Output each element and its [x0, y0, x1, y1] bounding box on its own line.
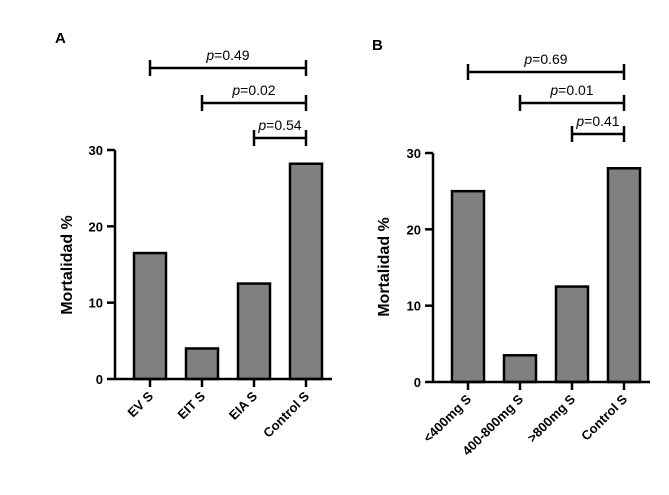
x-categories: EV S EIT S EIA S Control S — [125, 379, 312, 440]
p-symbol: p — [575, 113, 584, 129]
p-symbol: p — [205, 47, 214, 63]
bar — [132, 251, 168, 381]
p-value: =0.41 — [584, 113, 620, 129]
bar — [450, 189, 486, 384]
y-ticks: 0 10 20 30 — [407, 146, 433, 390]
bar — [184, 347, 220, 381]
y-tick-label: 10 — [89, 296, 103, 311]
y-tick-label: 0 — [96, 372, 103, 387]
significance-brackets: p=0.69p=0.01p=0.41 — [466, 51, 626, 142]
p-value: =0.01 — [558, 82, 594, 98]
p-symbol: p — [523, 51, 532, 67]
y-tick-label: 10 — [407, 299, 421, 314]
p-value: =0.02 — [240, 82, 276, 98]
bars — [450, 167, 642, 384]
p-value-label: p=0.54 — [257, 117, 301, 133]
y-tick-label: 20 — [89, 219, 103, 234]
p-symbol: p — [257, 117, 266, 133]
p-value-label: p=0.41 — [575, 113, 619, 129]
panel-letter: A — [55, 30, 66, 47]
x-tick-label: EIA S — [226, 388, 261, 423]
p-symbol: p — [231, 82, 240, 98]
x-tick-label: EV S — [125, 388, 157, 420]
x-tick-label: Control S — [578, 391, 630, 443]
x-tick-label: Control S — [260, 388, 312, 440]
y-tick-label: 0 — [414, 375, 421, 390]
p-value: =0.54 — [266, 117, 302, 133]
p-value-label: p=0.01 — [549, 82, 593, 98]
y-tick-label: 20 — [407, 222, 421, 237]
y-axis-label: Mortalidad % — [59, 215, 76, 315]
y-axis-label: Mortalidad % — [376, 217, 393, 317]
bar — [554, 285, 590, 384]
bars — [132, 162, 324, 381]
y-tick-label: 30 — [407, 146, 421, 161]
significance-brackets: p=0.49p=0.02p=0.54 — [148, 47, 308, 146]
panel-letter: B — [372, 37, 383, 54]
x-tick-label: EIT S — [175, 388, 209, 422]
y-ticks: 0 10 20 30 — [89, 143, 115, 387]
bar — [288, 162, 324, 381]
p-value: =0.69 — [532, 51, 568, 67]
x-tick-label: <400mg S — [420, 391, 474, 445]
bar — [502, 354, 538, 384]
p-symbol: p — [549, 82, 558, 98]
p-value-label: p=0.02 — [231, 82, 275, 98]
x-tick-label: >800mg S — [524, 391, 578, 445]
y-tick-label: 30 — [89, 143, 103, 158]
bar — [606, 167, 642, 384]
p-value-label: p=0.69 — [523, 51, 567, 67]
bar — [236, 282, 272, 381]
p-value: =0.49 — [214, 47, 250, 63]
p-value-label: p=0.49 — [205, 47, 249, 63]
